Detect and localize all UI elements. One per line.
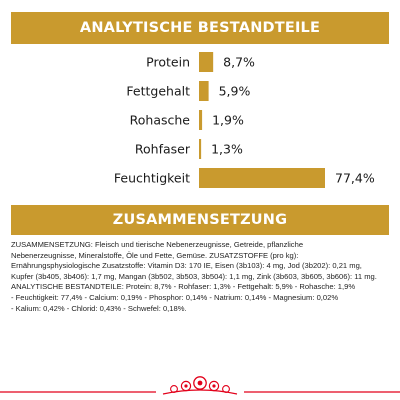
bar [199,110,203,130]
composition-line: ZUSAMMENSETZUNG: Fleisch und tierische N… [11,240,304,249]
bar [199,81,209,101]
category-label: Rohfaser [135,142,191,157]
footer-logo-area [0,376,400,395]
composition-line: - Feuchtigkeit: 77,4% - Calcium: 0,19% -… [11,292,339,302]
value-label: 1,3% [211,142,243,157]
composition-line: - Kalium: 0,42% - Chlorid: 0,43% - Schwe… [11,303,187,313]
bar [199,52,214,72]
category-label: Fettgehalt [126,84,190,99]
analysis-bar-chart: Protein 8,7% Fettgehalt 5,9% Rohasche 1,9% Roh… [114,52,375,188]
category-label: Feuchtigkeit [114,171,190,186]
composition-line: Nebenerzeugnisse, Mineralstoffe, Öle und… [11,250,299,260]
value-label: 5,9% [219,84,251,99]
composition-line: Kupfer (3b405, 3b406): 1,7 mg, Mangan (3… [11,271,377,281]
royal-canin-crown-icon [162,376,238,395]
bar [199,168,325,188]
composition-line: Ernährungsphysiologische Zusatzstoffe: V… [11,261,362,271]
value-label: 77,4% [335,171,375,186]
analysis-header: ANALYTISCHE BESTANDTEILE [11,12,389,44]
category-label: Rohasche [130,113,191,128]
composition-text: ZUSAMMENSETZUNG: Fleisch und tierische N… [11,240,391,314]
value-label: 8,7% [223,55,255,70]
value-label: 1,9% [212,113,244,128]
category-label: Protein [146,55,190,70]
composition-header: ZUSAMMENSETZUNG [11,205,389,235]
composition-line: ANALYTISCHE BESTANDTEILE: Protein: 8,7% … [11,282,356,292]
bar [199,139,202,159]
